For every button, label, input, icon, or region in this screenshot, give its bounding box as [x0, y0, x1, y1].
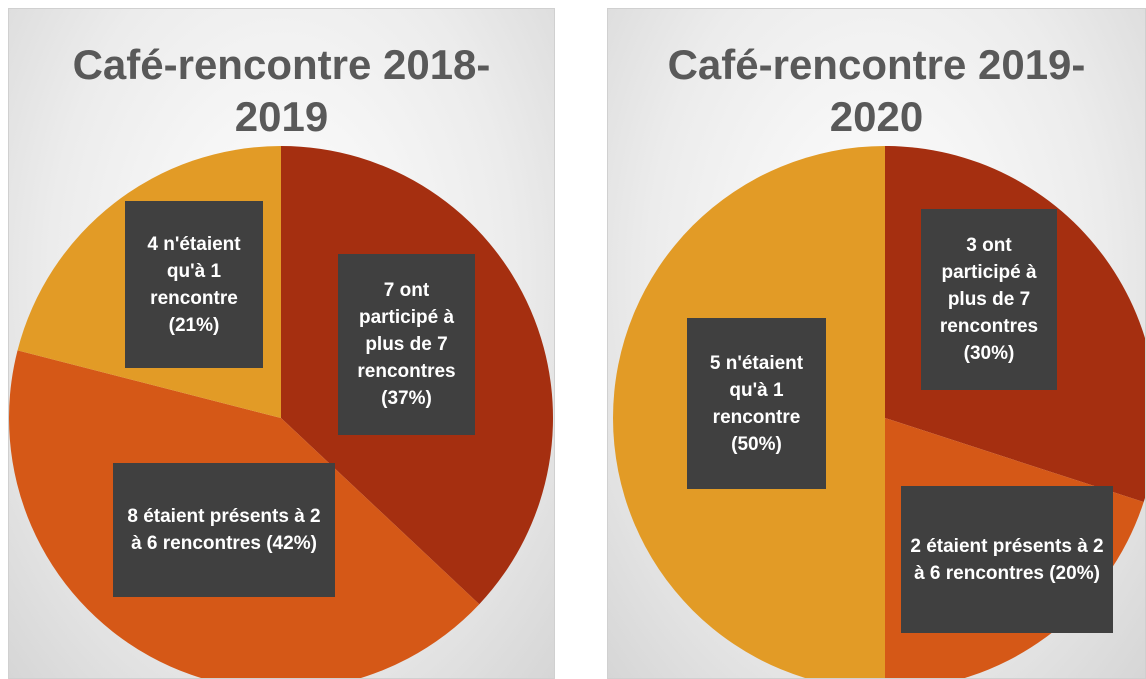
chart-title: Café-rencontre 2019-2020 [667, 41, 1086, 140]
data-label: 3 ont participé à plus de 7 rencontres (… [921, 209, 1057, 390]
data-label: 5 n'étaient qu'à 1 rencontre (50%) [687, 318, 826, 489]
chart-panel: Café-rencontre 2019-2020 3 ont participé… [607, 8, 1146, 679]
chart-title: Café-rencontre 2018-2019 [72, 41, 491, 140]
data-label: 7 ont participé à plus de 7 rencontres (… [338, 254, 475, 435]
data-label: 8 étaient présents à 2 à 6 rencontres (4… [113, 463, 335, 597]
data-label: 2 étaient présents à 2 à 6 rencontres (2… [901, 486, 1113, 633]
chart-panel: Café-rencontre 2018-2019 7 ont participé… [8, 8, 555, 679]
data-label: 4 n'étaient qu'à 1 rencontre (21%) [125, 201, 263, 368]
